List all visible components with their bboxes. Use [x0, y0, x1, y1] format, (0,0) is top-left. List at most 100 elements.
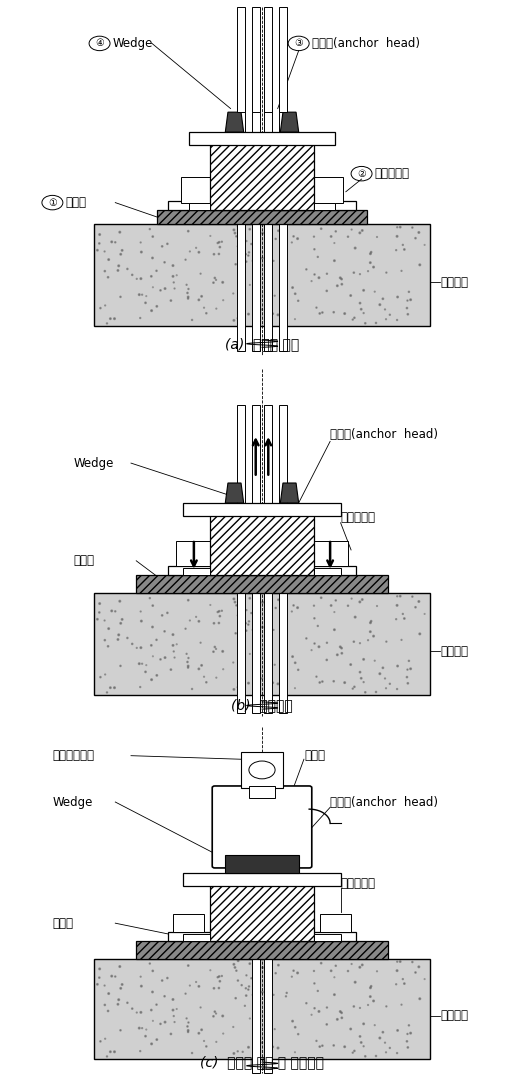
Point [403, 299, 411, 316]
Text: 정착구(anchor  head): 정착구(anchor head) [312, 37, 420, 50]
Point [310, 962, 318, 980]
Point [333, 1011, 342, 1028]
Point [184, 289, 192, 307]
Point [137, 977, 146, 995]
Point [163, 604, 171, 621]
Point [266, 681, 275, 699]
Point [265, 1014, 274, 1031]
Text: 지압판: 지압판 [66, 197, 86, 210]
Point [211, 638, 219, 656]
Point [104, 269, 112, 286]
Point [414, 593, 423, 610]
Point [116, 658, 125, 675]
Point [420, 605, 429, 622]
Point [411, 963, 420, 981]
Point [358, 591, 366, 608]
Point [93, 242, 102, 259]
Point [253, 669, 261, 686]
Point [396, 218, 405, 235]
Point [359, 282, 368, 299]
Bar [279, 405, 287, 713]
Point [310, 266, 319, 283]
Bar [210, 880, 314, 941]
Point [118, 976, 126, 994]
Point [93, 610, 102, 627]
Point [106, 1043, 115, 1061]
Point [294, 293, 302, 310]
Point [216, 973, 224, 990]
Point [101, 262, 109, 280]
Point [381, 670, 389, 687]
Point [217, 233, 226, 251]
Point [357, 300, 365, 318]
Point [133, 639, 141, 657]
Point [330, 969, 339, 986]
Point [327, 228, 335, 245]
Point [234, 310, 242, 327]
Point [146, 590, 154, 607]
Point [356, 593, 364, 610]
Point [250, 670, 259, 687]
Point [103, 1048, 111, 1065]
Point [237, 242, 246, 259]
Text: 지압판: 지압판 [73, 554, 94, 567]
Bar [279, 8, 287, 112]
Polygon shape [280, 483, 299, 503]
Point [234, 607, 242, 624]
Point [95, 969, 104, 986]
Point [136, 1042, 145, 1059]
Point [230, 221, 238, 239]
Point [185, 612, 194, 630]
Point [356, 959, 364, 976]
Point [291, 679, 299, 697]
Point [332, 592, 340, 609]
Point [238, 679, 247, 697]
Point [392, 242, 400, 259]
Point [244, 247, 253, 265]
Point [266, 257, 274, 274]
Point [366, 980, 375, 997]
Point [114, 631, 122, 648]
Point [396, 953, 405, 970]
Point [141, 663, 150, 680]
Point [234, 678, 242, 696]
Point [249, 621, 257, 638]
Text: (a)  정착구 설치: (a) 정착구 설치 [225, 337, 299, 351]
Point [184, 649, 193, 666]
Point [310, 228, 318, 245]
Point [184, 659, 192, 676]
Point [330, 252, 339, 269]
Bar [225, 855, 299, 874]
Point [346, 656, 355, 673]
Point [269, 253, 278, 270]
Point [366, 623, 375, 640]
Point [195, 977, 203, 995]
Bar [264, 80, 272, 351]
Point [372, 684, 380, 701]
Point [356, 663, 364, 680]
Point [114, 261, 122, 279]
Point [289, 597, 298, 615]
Bar [252, 80, 260, 351]
Point [232, 597, 241, 615]
Point [327, 962, 335, 980]
Point [245, 977, 253, 995]
Point [216, 239, 224, 256]
Bar [264, 8, 272, 112]
Point [137, 612, 146, 630]
Bar [279, 80, 287, 351]
Point [242, 253, 250, 270]
Point [123, 630, 132, 647]
Point [182, 1010, 191, 1027]
Point [163, 235, 171, 253]
Point [185, 977, 194, 995]
Point [219, 292, 227, 309]
Bar [136, 576, 388, 593]
Point [310, 975, 319, 993]
Point [265, 649, 274, 666]
Bar [210, 510, 314, 576]
Point [357, 1034, 365, 1051]
Point [313, 248, 322, 266]
Text: (c)  보호캡 설치 및 영점세팅: (c) 보호캡 설치 및 영점세팅 [200, 1055, 324, 1069]
Point [232, 228, 241, 245]
